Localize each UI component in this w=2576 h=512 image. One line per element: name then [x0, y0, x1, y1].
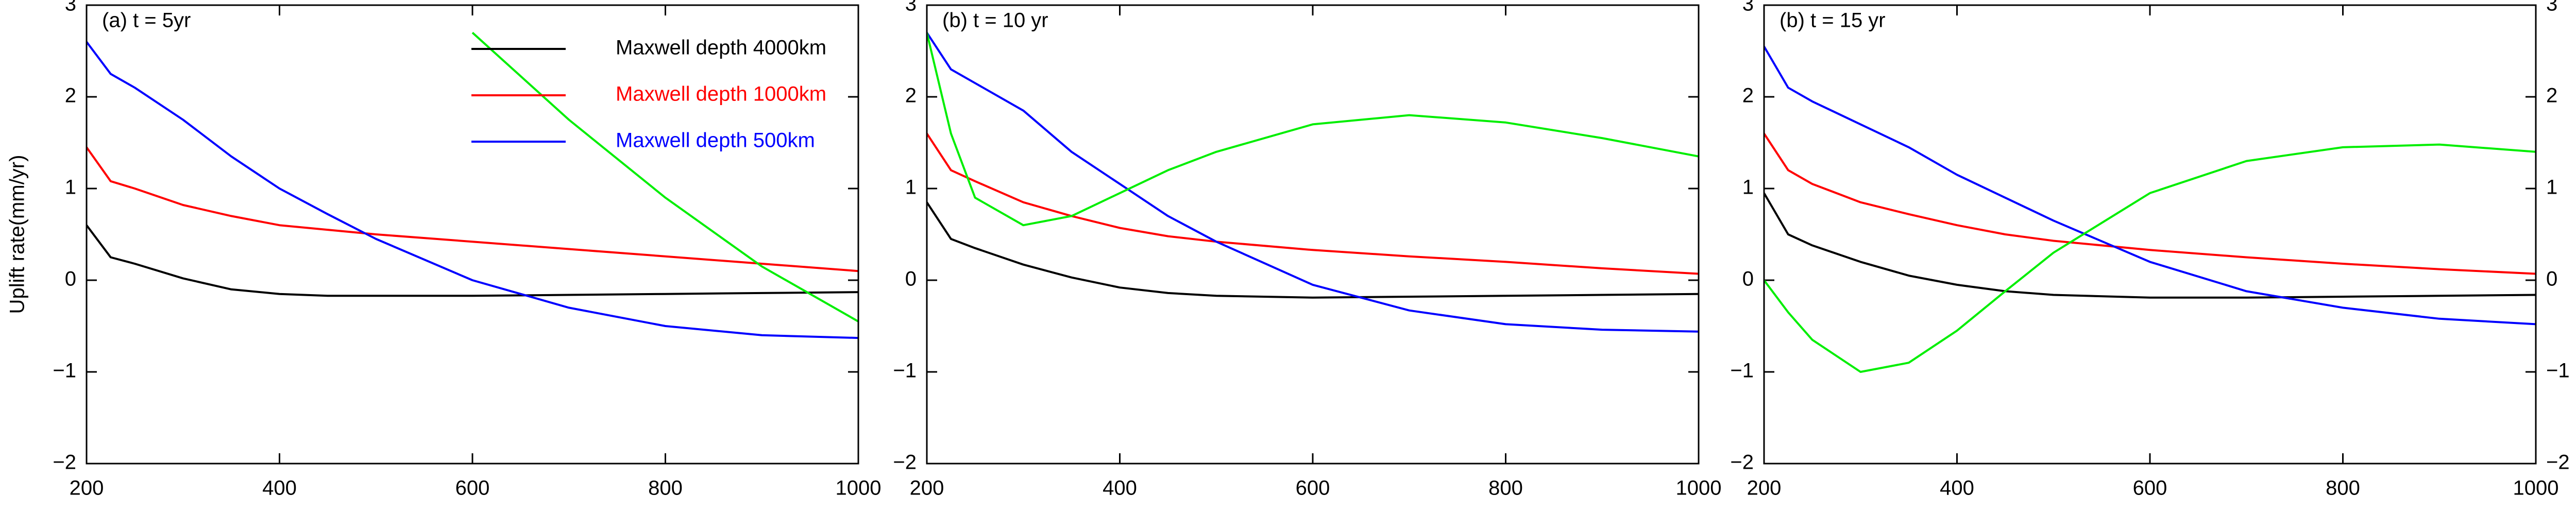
x-tick-label: 400 [262, 477, 297, 500]
series-line [87, 41, 858, 339]
y-tick-label: −1 [53, 360, 76, 382]
x-tick-label: 1000 [2513, 477, 2559, 500]
panel: −2 −1 0 1 2 3 200 400 600 800 1000 (a) t = 5yr Uplif… [6, 0, 882, 500]
y-tick-label: 3 [905, 0, 917, 15]
series-line [1764, 46, 2536, 326]
series-line [1764, 192, 2536, 299]
y-tick-label: 3 [1742, 0, 1754, 15]
y-tick-label: 0 [1742, 268, 1754, 291]
y-tick-label: 3 [2546, 0, 2557, 15]
x-tick-label: 600 [2133, 477, 2167, 500]
panel-title: (b) t = 15 yr [1780, 9, 1886, 32]
x-tick-label: 800 [648, 477, 683, 500]
series-line [927, 32, 1699, 227]
y-tick-label: −1 [1730, 360, 1754, 382]
series-line [87, 224, 858, 297]
series-line [471, 31, 858, 322]
y-tick-label: −1 [2546, 360, 2570, 382]
y-tick-label: 1 [905, 176, 917, 199]
legend-label: Maxwell depth 500km [616, 129, 815, 152]
y-tick-label: 3 [65, 0, 76, 15]
y-axis-label: Uplift rate(mm/yr) [6, 155, 29, 314]
y-tick-label: −2 [53, 451, 76, 474]
x-tick-label: 600 [455, 477, 490, 500]
y-tick-label: −2 [2546, 451, 2570, 474]
series-line [927, 32, 1699, 333]
y-tick-label: −2 [1730, 451, 1754, 474]
x-tick-label: 400 [1940, 477, 1974, 500]
x-tick-label: 200 [1747, 477, 1782, 500]
x-tick-label: 600 [1296, 477, 1330, 500]
x-tick-label: 800 [2326, 477, 2360, 500]
x-tick-label: 1000 [1676, 477, 1722, 500]
y-tick-label: 2 [905, 84, 917, 107]
panel-title: (a) t = 5yr [102, 9, 191, 32]
y-tick-label: 0 [2546, 268, 2557, 291]
x-tick-label: 800 [1488, 477, 1523, 500]
series-line [1764, 133, 2536, 275]
series-line [927, 133, 1699, 275]
y-tick-label: 2 [2546, 84, 2557, 107]
series-line [1764, 143, 2536, 373]
y-tick-label: 1 [65, 176, 76, 199]
y-tick-label: −2 [893, 451, 917, 474]
x-tick-label: 400 [1103, 477, 1137, 500]
y-tick-label: 1 [2546, 176, 2557, 199]
panel: −2 −1 0 1 2 3 200 400 600 800 1000 (b) t = 10 yr [893, 0, 1721, 500]
x-tick-label: 1000 [836, 477, 882, 500]
x-tick-label: 200 [910, 477, 944, 500]
series-line [87, 146, 858, 272]
legend-label: Maxwell depth 4000km [616, 37, 826, 59]
y-tick-label: 0 [65, 268, 76, 291]
y-tick-label: 2 [65, 84, 76, 107]
plot-frame [926, 4, 1700, 465]
plot-frame [1763, 4, 2537, 465]
panel-title: (b) t = 10 yr [942, 9, 1048, 32]
plot-frame [86, 4, 859, 465]
x-tick-label: 200 [70, 477, 104, 500]
y-tick-label: 1 [1742, 176, 1754, 199]
y-tick-label: −1 [893, 360, 917, 382]
y-tick-label: 2 [1742, 84, 1754, 107]
panel: −2 −2 −1 −1 0 0 1 1 2 2 3 3 200 400 600 800 1000 (b) t = … [1730, 0, 2570, 500]
legend-label: Maxwell depth 1000km [616, 83, 826, 106]
y-tick-label: 0 [905, 268, 917, 291]
series-line [927, 201, 1699, 299]
